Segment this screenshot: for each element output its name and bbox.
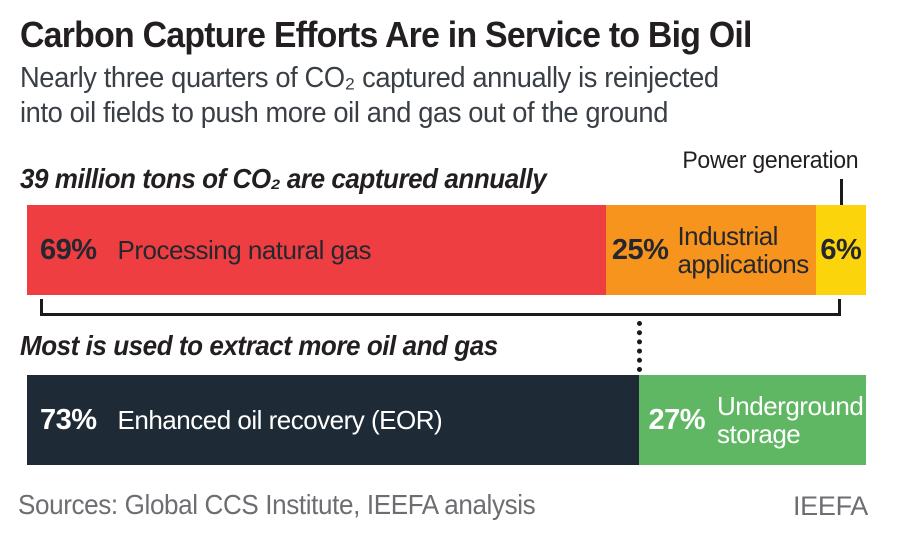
segment-pct-industrial: 25%: [611, 233, 669, 266]
bar2-caption: Most is used to extract more oil and gas: [20, 330, 498, 361]
segment-pct-eor: 73%: [40, 403, 97, 436]
segment-enhanced-oil-recovery: 73% Enhanced oil recovery (EOR): [27, 375, 640, 465]
brand-ieefa: IEEFA: [792, 491, 868, 521]
callout-connector-line: [840, 179, 843, 205]
bracket-connector: [40, 299, 841, 316]
segment-processing-natural-gas: 69% Processing natural gas: [27, 205, 606, 295]
segment-pct-processing: 69%: [40, 233, 97, 266]
segment-label-processing: Processing natural gas: [117, 235, 372, 265]
power-generation-callout: Power generation: [682, 147, 858, 174]
segment-pct-underground: 27%: [648, 403, 706, 436]
sources-text: Sources: Global CCS Institute, IEEFA ana…: [18, 489, 536, 520]
segment-label-eor: Enhanced oil recovery (EOR): [117, 405, 443, 435]
segment-power-generation: 6%: [815, 205, 866, 295]
stacked-bar-captured-co2: 69% Processing natural gas 25% Industria…: [27, 205, 866, 295]
segment-label-industrial: Industrial applications: [677, 221, 809, 279]
segment-label-underground: Underground storage: [717, 391, 864, 449]
bar1-caption: 39 million tons of CO₂ are captured annu…: [20, 163, 547, 194]
segment-industrial-applications: 25% Industrial applications: [605, 205, 816, 295]
stacked-bar-usage: 73% Enhanced oil recovery (EOR) 27% Unde…: [27, 375, 866, 465]
page-subtitle: Nearly three quarters of CO₂ captured an…: [20, 62, 719, 129]
segment-underground-storage: 27% Underground storage: [639, 375, 866, 465]
page-title: Carbon Capture Efforts Are in Service to…: [20, 14, 752, 55]
segment-pct-power: 6%: [820, 233, 862, 266]
dotted-connector-line: [637, 321, 642, 372]
